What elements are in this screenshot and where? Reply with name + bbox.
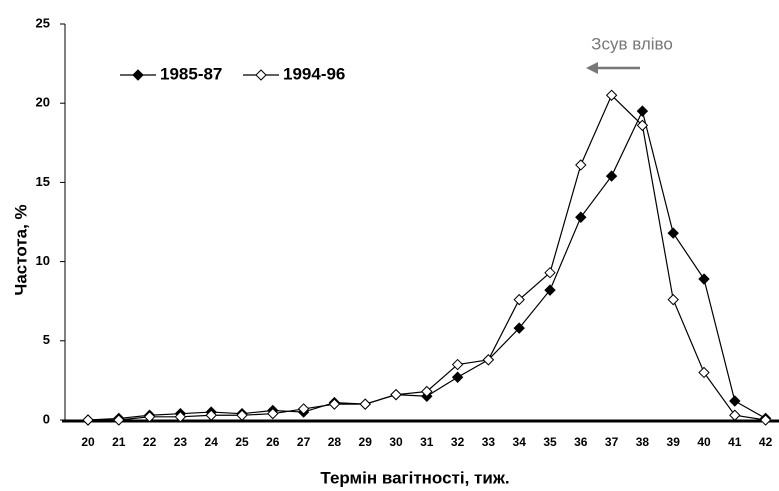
marker bbox=[451, 358, 464, 371]
x-tick-label: 29 bbox=[359, 435, 373, 449]
marker bbox=[636, 105, 649, 117]
marker bbox=[113, 414, 125, 426]
marker bbox=[729, 409, 741, 421]
marker bbox=[729, 395, 741, 407]
y-tick-label: 15 bbox=[36, 174, 50, 189]
marker bbox=[482, 354, 495, 366]
marker bbox=[267, 407, 279, 420]
marker bbox=[174, 411, 187, 423]
x-tick-label: 37 bbox=[605, 435, 619, 449]
x-tick-label: 27 bbox=[297, 435, 311, 449]
legend-marker bbox=[255, 69, 267, 81]
marker bbox=[667, 293, 679, 306]
marker bbox=[605, 170, 618, 182]
x-tick-label: 36 bbox=[574, 435, 588, 449]
x-axis-title: Термін вагітності, тиж. bbox=[320, 468, 509, 487]
y-tick-label: 0 bbox=[43, 411, 50, 426]
marker bbox=[421, 385, 433, 398]
marker bbox=[575, 159, 587, 171]
x-tick-label: 38 bbox=[636, 435, 650, 449]
legend-label: 1994-96 bbox=[283, 64, 345, 83]
x-tick-label: 31 bbox=[420, 435, 434, 449]
x-tick-label: 35 bbox=[543, 435, 557, 449]
marker bbox=[297, 403, 310, 415]
legend-marker bbox=[132, 69, 144, 81]
x-tick-label: 28 bbox=[328, 435, 342, 449]
x-tick-label: 26 bbox=[266, 435, 280, 449]
x-tick-label: 32 bbox=[451, 435, 465, 449]
marker bbox=[636, 119, 649, 132]
y-tick-label: 25 bbox=[36, 15, 50, 30]
marker bbox=[513, 322, 525, 334]
x-tick-label: 22 bbox=[143, 435, 157, 449]
marker bbox=[605, 89, 618, 101]
shift-arrow-head bbox=[586, 62, 598, 74]
x-tick-label: 25 bbox=[235, 435, 249, 449]
x-tick-label: 23 bbox=[174, 435, 188, 449]
x-tick-label: 21 bbox=[112, 435, 126, 449]
series-line bbox=[88, 94, 766, 421]
x-tick-label: 24 bbox=[205, 435, 219, 449]
marker bbox=[698, 366, 710, 379]
marker bbox=[205, 409, 217, 421]
marker bbox=[544, 266, 556, 279]
x-tick-label: 40 bbox=[697, 435, 711, 449]
marker bbox=[390, 388, 402, 401]
x-tick-label: 41 bbox=[728, 435, 742, 449]
marker bbox=[328, 398, 341, 410]
y-tick-label: 20 bbox=[36, 95, 50, 110]
marker bbox=[359, 398, 371, 410]
marker bbox=[759, 414, 772, 426]
legend-label: 1985-87 bbox=[160, 64, 222, 83]
y-tick-label: 5 bbox=[43, 332, 50, 347]
marker bbox=[143, 411, 156, 423]
x-tick-label: 30 bbox=[389, 435, 403, 449]
marker bbox=[236, 409, 248, 421]
marker bbox=[575, 211, 587, 223]
x-tick-label: 34 bbox=[513, 435, 527, 449]
marker bbox=[513, 293, 525, 306]
marker bbox=[82, 414, 94, 426]
x-tick-label: 33 bbox=[482, 435, 496, 449]
marker bbox=[667, 227, 679, 239]
marker bbox=[544, 284, 556, 296]
x-tick-label: 39 bbox=[667, 435, 681, 449]
series-line bbox=[87, 109, 766, 421]
y-axis-title: Частота, % bbox=[11, 204, 30, 295]
annotation: Зсув вліво bbox=[591, 34, 673, 53]
y-tick-label: 10 bbox=[36, 253, 50, 268]
x-tick-label: 20 bbox=[81, 435, 95, 449]
marker bbox=[698, 273, 710, 285]
x-tick-label: 42 bbox=[759, 435, 773, 449]
marker bbox=[451, 371, 464, 383]
